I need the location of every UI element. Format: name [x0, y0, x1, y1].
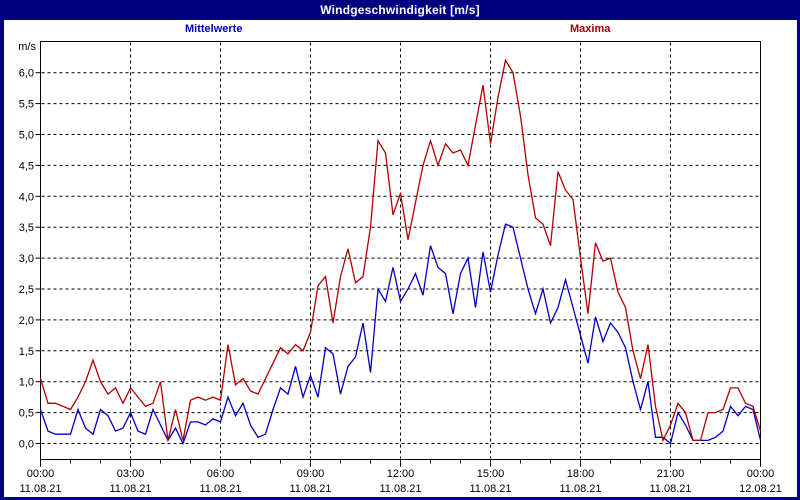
- svg-text:3,0: 3,0: [19, 253, 34, 265]
- series-maxima: [39, 58, 762, 443]
- svg-text:3,5: 3,5: [19, 222, 34, 234]
- svg-text:2,0: 2,0: [19, 315, 34, 327]
- svg-text:11.08.21: 11.08.21: [199, 483, 241, 495]
- svg-text:12:00: 12:00: [387, 468, 415, 480]
- svg-text:11.08.21: 11.08.21: [109, 483, 151, 495]
- svg-text:11.08.21: 11.08.21: [19, 483, 61, 495]
- svg-text:00:00: 00:00: [747, 468, 775, 480]
- svg-text:11.08.21: 11.08.21: [559, 483, 601, 495]
- title-bar: Windgeschwindigkeit [m/s]: [0, 0, 800, 20]
- axis-ticks: [35, 72, 761, 467]
- svg-text:5,5: 5,5: [19, 99, 34, 111]
- x-axis-labels: 00:00 11.08.21 03:00 11.08.21 06:00 11.08.21 0…: [19, 468, 781, 495]
- svg-text:11.08.21: 11.08.21: [469, 483, 511, 495]
- svg-text:1,5: 1,5: [19, 346, 34, 358]
- svg-text:11.08.21: 11.08.21: [649, 483, 691, 495]
- legend-mittelwerte: Mittelwerte: [185, 23, 243, 35]
- svg-text:21:00: 21:00: [657, 468, 685, 480]
- svg-text:00:00: 00:00: [27, 468, 55, 480]
- gridlines: [41, 42, 760, 459]
- svg-text:4,5: 4,5: [19, 160, 34, 172]
- svg-text:11.08.21: 11.08.21: [379, 483, 421, 495]
- svg-text:4,0: 4,0: [19, 191, 34, 203]
- y-axis-labels: 0,0 0,5 1,0 1,5 2,0 2,5 3,0 3,5 4,0 4,5 5,0 5,5 6,0 m…: [18, 41, 36, 451]
- svg-text:18:00: 18:00: [567, 468, 595, 480]
- legend-maxima: Maxima: [570, 23, 611, 35]
- svg-text:0,5: 0,5: [19, 408, 34, 420]
- y-axis-unit: m/s: [18, 41, 36, 53]
- chart-title: Windgeschwindigkeit [m/s]: [320, 3, 480, 17]
- svg-text:11.08.21: 11.08.21: [289, 483, 331, 495]
- svg-text:09:00: 09:00: [297, 468, 325, 480]
- svg-text:15:00: 15:00: [477, 468, 505, 480]
- svg-text:2,5: 2,5: [19, 284, 34, 296]
- svg-text:0,0: 0,0: [19, 439, 34, 451]
- window-border-right: [797, 0, 800, 500]
- series-mittelwerte: [39, 223, 762, 446]
- svg-text:03:00: 03:00: [117, 468, 145, 480]
- window-border-bottom: [0, 497, 800, 500]
- svg-text:12.08.21: 12.08.21: [739, 483, 782, 495]
- window-border-left: [0, 0, 4, 500]
- svg-text:5,0: 5,0: [19, 130, 34, 142]
- svg-text:06:00: 06:00: [207, 468, 235, 480]
- svg-text:6,0: 6,0: [19, 68, 34, 80]
- svg-text:1,0: 1,0: [19, 377, 34, 389]
